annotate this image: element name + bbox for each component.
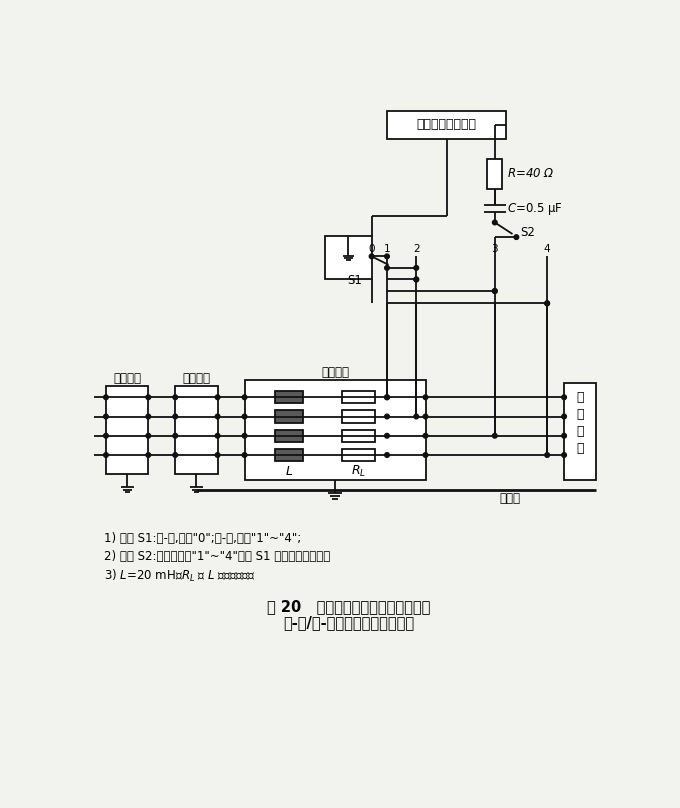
- Circle shape: [173, 415, 177, 419]
- Circle shape: [385, 266, 390, 270]
- Bar: [275, 449, 303, 461]
- Circle shape: [242, 415, 247, 419]
- Text: S1: S1: [347, 275, 362, 288]
- Circle shape: [173, 433, 177, 438]
- Circle shape: [103, 452, 108, 457]
- Circle shape: [545, 301, 549, 305]
- Bar: [275, 430, 303, 442]
- Bar: [326, 236, 371, 279]
- Circle shape: [414, 415, 419, 419]
- Circle shape: [242, 452, 247, 457]
- Text: 1) 开关 S1:线-地,置于"0";线-线,置于"1"~"4";: 1) 开关 S1:线-地,置于"0";线-线,置于"1"~"4";: [103, 532, 301, 545]
- Text: 图 20   非屏蔽互连线试验配置示例；: 图 20 非屏蔽互连线试验配置示例；: [267, 599, 430, 614]
- Circle shape: [562, 433, 566, 438]
- Circle shape: [385, 395, 390, 400]
- Circle shape: [242, 433, 247, 438]
- Circle shape: [385, 433, 390, 438]
- Text: $L$: $L$: [285, 465, 293, 478]
- Text: S2: S2: [520, 226, 535, 239]
- Bar: [387, 111, 507, 138]
- Text: 组合波信号发生器: 组合波信号发生器: [417, 118, 477, 131]
- Text: 去耦网络: 去耦网络: [321, 366, 349, 379]
- Text: 2) 开关 S2:试验时置于"1"~"4"但与 S1 不在相同的位置。: 2) 开关 S2:试验时置于"1"~"4"但与 S1 不在相同的位置。: [103, 549, 330, 562]
- Circle shape: [146, 395, 150, 400]
- Circle shape: [385, 254, 390, 259]
- Circle shape: [492, 220, 497, 225]
- Bar: [275, 410, 303, 423]
- Text: 1: 1: [384, 245, 390, 255]
- Circle shape: [103, 395, 108, 400]
- Text: $R$=40 Ω: $R$=40 Ω: [507, 167, 555, 180]
- Circle shape: [216, 452, 220, 457]
- Text: $C$=0.5 μF: $C$=0.5 μF: [507, 200, 563, 217]
- Circle shape: [103, 415, 108, 419]
- Text: 3) $L$=20 mH，$R_L$ 为 $L$ 的电阻部分。: 3) $L$=20 mH，$R_L$ 为 $L$ 的电阻部分。: [103, 567, 255, 583]
- Circle shape: [173, 452, 177, 457]
- Circle shape: [103, 433, 108, 438]
- Bar: [564, 384, 596, 480]
- Text: 受: 受: [577, 391, 584, 404]
- Circle shape: [216, 395, 220, 400]
- Circle shape: [385, 452, 390, 457]
- Circle shape: [562, 395, 566, 400]
- Bar: [487, 158, 503, 189]
- Circle shape: [492, 433, 497, 438]
- Circle shape: [414, 266, 419, 270]
- Bar: [106, 385, 148, 474]
- Text: 辅助设备: 辅助设备: [113, 372, 141, 385]
- Text: 参考地: 参考地: [500, 492, 521, 505]
- Bar: [342, 449, 375, 461]
- Text: 保护设备: 保护设备: [182, 372, 210, 385]
- Bar: [342, 391, 375, 403]
- Text: 4: 4: [544, 245, 551, 255]
- Circle shape: [423, 452, 428, 457]
- Text: 试: 试: [577, 408, 584, 421]
- Text: 0: 0: [369, 245, 375, 255]
- Text: $R_L$: $R_L$: [351, 464, 366, 478]
- Circle shape: [562, 452, 566, 457]
- Text: 线-线/线-地耦合，用电容器耦合: 线-线/线-地耦合，用电容器耦合: [283, 615, 414, 630]
- Circle shape: [545, 301, 549, 305]
- Circle shape: [385, 415, 390, 419]
- Circle shape: [369, 254, 374, 259]
- Text: 3: 3: [492, 245, 498, 255]
- Circle shape: [514, 235, 519, 239]
- Text: 2: 2: [413, 245, 420, 255]
- Circle shape: [562, 415, 566, 419]
- Bar: [245, 381, 426, 481]
- Circle shape: [173, 395, 177, 400]
- Circle shape: [423, 395, 428, 400]
- Text: 样: 样: [577, 425, 584, 438]
- Circle shape: [545, 452, 549, 457]
- Circle shape: [414, 277, 419, 282]
- Circle shape: [216, 433, 220, 438]
- Bar: [342, 430, 375, 442]
- Bar: [275, 391, 303, 403]
- Circle shape: [492, 288, 497, 293]
- Circle shape: [385, 395, 390, 400]
- Circle shape: [423, 415, 428, 419]
- Circle shape: [492, 288, 497, 293]
- Bar: [342, 410, 375, 423]
- Circle shape: [146, 433, 150, 438]
- Circle shape: [146, 415, 150, 419]
- Circle shape: [242, 395, 247, 400]
- Circle shape: [146, 452, 150, 457]
- Circle shape: [414, 277, 419, 282]
- Circle shape: [423, 433, 428, 438]
- Circle shape: [216, 415, 220, 419]
- Text: 品: 品: [577, 442, 584, 455]
- Bar: [175, 385, 218, 474]
